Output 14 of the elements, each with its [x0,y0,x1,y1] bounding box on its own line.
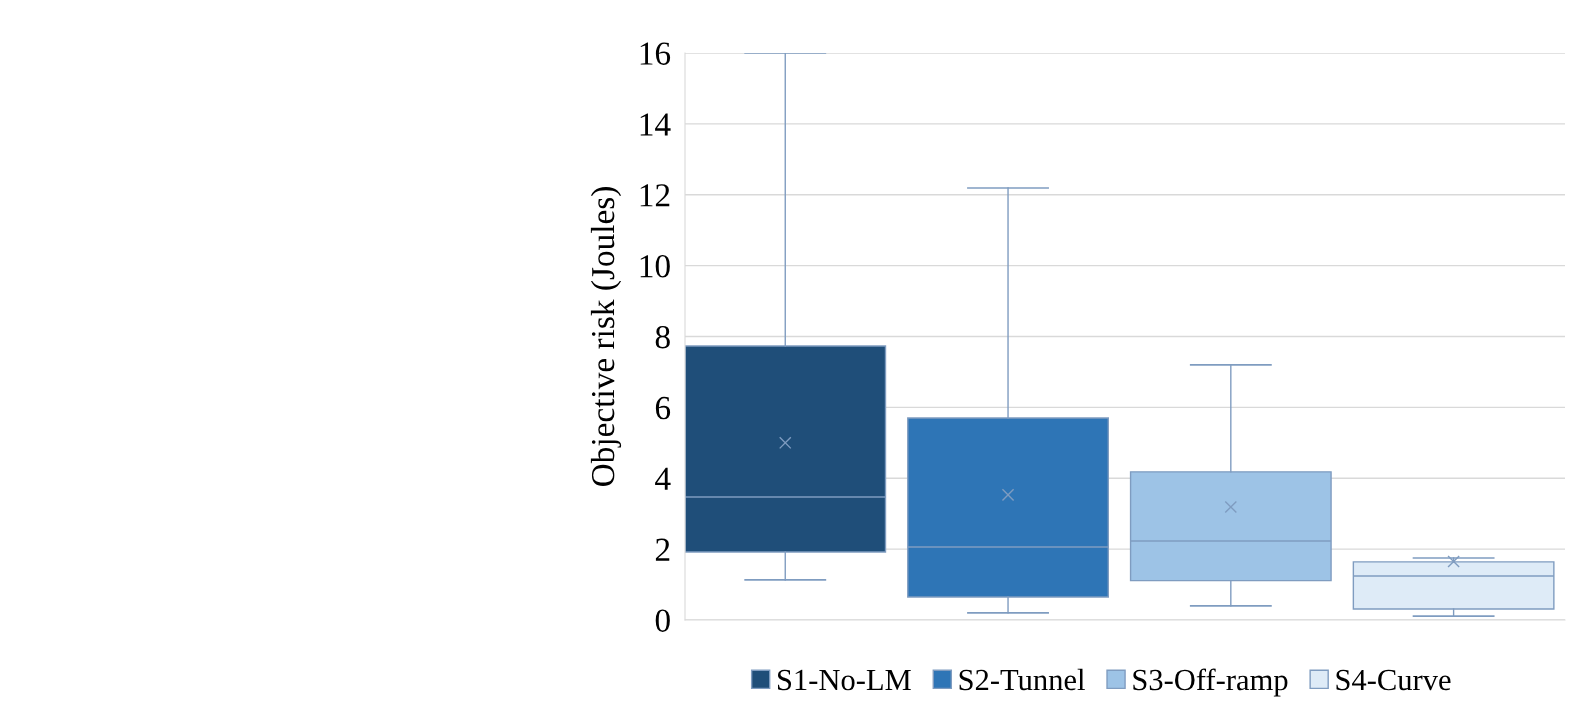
y-tick-label: 10 [640,255,670,278]
y-tick-label: 4 [655,467,671,490]
legend-label: S3-Off-ramp [1133,668,1288,697]
y-tick-label: 6 [655,396,671,420]
y-tick-label: 12 [640,184,670,207]
y-tick-label: 8 [655,325,670,349]
legend-label: S4-Curve [1336,669,1451,691]
y-tick-label: 14 [640,113,671,136]
legend-label: S2-Tunnel [959,668,1085,691]
legend-label: S1-No-LM [777,669,911,691]
y-tick-label: 2 [655,538,670,561]
y-axis-title: Objective risk (Joules) [590,187,622,487]
y-tick-label: 0 [655,609,670,632]
y-tick-label: 16 [640,42,671,65]
